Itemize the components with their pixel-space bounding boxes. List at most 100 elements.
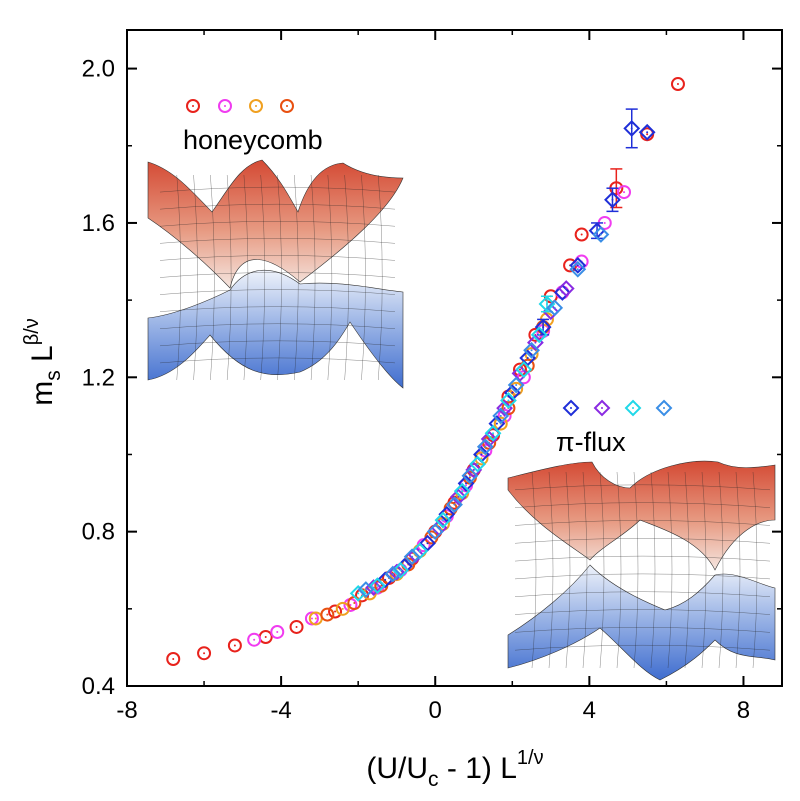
data-point-center: [233, 644, 236, 647]
data-point: [392, 561, 409, 579]
mesh-line: [260, 174, 265, 381]
data-point-center: [276, 630, 279, 633]
data-point: [507, 376, 525, 394]
data-point: [407, 546, 425, 564]
data-point-center: [542, 326, 545, 329]
legend-label: honeycomb: [183, 125, 323, 155]
data-point-center: [364, 588, 367, 591]
data-point: [511, 365, 529, 382]
data-point: [497, 408, 512, 423]
data-point-center: [349, 603, 352, 606]
data-point: [419, 534, 436, 552]
honeycomb-upper-band: [147, 159, 404, 289]
data-point-center: [399, 569, 402, 572]
data-point: [501, 401, 516, 416]
mesh-line: [684, 471, 690, 669]
legend-marker-center: [570, 407, 572, 409]
data-point: [515, 361, 533, 378]
data-point-center: [565, 287, 568, 290]
legend-marker-center: [632, 407, 634, 409]
mesh-line: [582, 471, 588, 669]
legend-marker: [593, 399, 611, 417]
data-point-center: [507, 399, 510, 402]
data-point-center: [453, 503, 456, 506]
y-axis-label-sub: s: [42, 370, 65, 381]
mesh-line: [514, 573, 771, 580]
legend-marker: [624, 399, 642, 417]
data-point-center: [457, 495, 460, 498]
x-axis-label: (U/Uc - 1) L1/ν: [366, 747, 543, 791]
data-point: [369, 577, 386, 595]
mesh-line: [159, 186, 396, 193]
legend-marker-center: [286, 105, 288, 107]
data-point: [197, 646, 212, 661]
mesh-line: [531, 471, 537, 669]
data-point-center: [341, 607, 344, 610]
data-point-center: [357, 592, 360, 595]
data-point-center: [253, 638, 256, 641]
y-axis-label-main: m: [26, 381, 59, 406]
mesh-line: [327, 174, 333, 381]
data-point: [469, 455, 487, 473]
legend-entry-0: honeycomb: [183, 99, 323, 155]
data-point: [461, 467, 479, 485]
data-point: [446, 496, 463, 514]
data-point-center: [326, 613, 329, 616]
data-point-center: [465, 484, 468, 487]
data-point: [465, 461, 483, 479]
data-point-center: [511, 391, 514, 394]
mesh-line: [377, 174, 383, 381]
data-point: [553, 283, 571, 301]
data-point-center: [376, 584, 379, 587]
data-point: [449, 488, 467, 506]
data-point-center: [468, 474, 471, 477]
data-point: [304, 611, 319, 626]
data-point: [623, 119, 641, 137]
data-point: [604, 191, 621, 209]
mesh-line: [616, 471, 622, 669]
x-tick-label: 0: [429, 697, 442, 724]
data-point-center: [534, 341, 537, 344]
mesh-line: [752, 471, 758, 669]
data-point-center: [484, 445, 487, 448]
data-point-center: [391, 573, 394, 576]
data-point: [546, 299, 564, 317]
mesh-line: [599, 471, 605, 669]
legend: honeycomb π-flux: [183, 99, 673, 457]
data-point: [574, 227, 589, 242]
data-point-center: [430, 536, 433, 539]
data-point: [328, 604, 343, 619]
mesh-line: [159, 272, 396, 278]
data-point-center: [264, 635, 267, 638]
data-point: [247, 632, 262, 647]
legend-entry-1: π-flux: [556, 399, 673, 457]
data-point-center: [545, 302, 548, 305]
x-tick-label: -8: [116, 697, 137, 724]
data-point: [320, 607, 335, 622]
data-point: [476, 438, 494, 456]
piflux-lower-band: [507, 564, 776, 681]
legend-marker: [218, 99, 232, 113]
data-point-center: [603, 221, 606, 224]
data-point: [335, 601, 350, 616]
data-point-center: [310, 617, 313, 620]
mesh-line: [277, 174, 282, 381]
mesh-line: [159, 255, 396, 261]
data-point-center: [334, 610, 337, 613]
piflux-mesh-lines: [514, 471, 771, 669]
data-point-center: [418, 549, 421, 552]
data-point: [530, 326, 548, 344]
data-point: [403, 548, 421, 566]
legend-marker: [655, 399, 673, 417]
data-point: [534, 318, 552, 336]
data-point: [289, 619, 304, 634]
legend-marker-center: [255, 105, 257, 107]
mesh-line: [514, 502, 771, 508]
data-point-center: [203, 652, 206, 655]
axis-ticks: -8 -4 0 4 8 0.4 0.8 1.2 1.6 2.0: [82, 30, 782, 724]
data-point-center: [530, 349, 533, 352]
data-point: [349, 584, 367, 602]
plot-frame: [126, 29, 783, 687]
legend-marker-center: [192, 105, 194, 107]
